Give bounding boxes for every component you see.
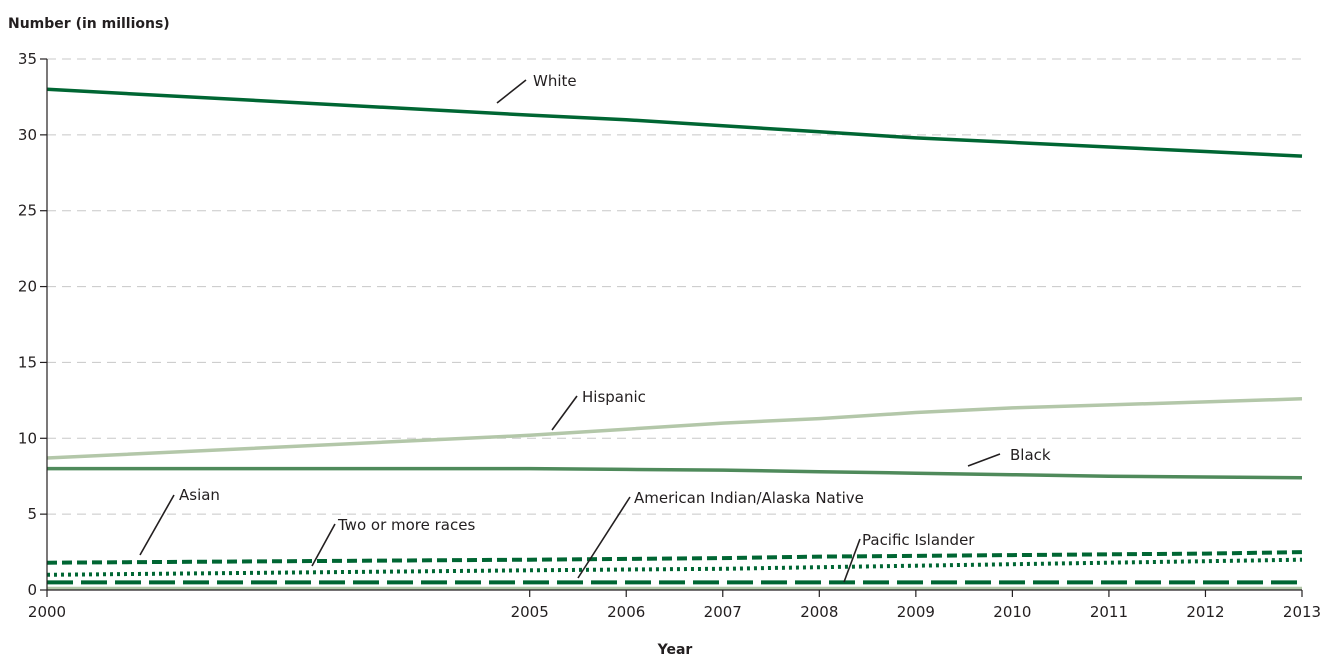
series-labels: White Hispanic Black Asian Two or more races… [139,72,1051,583]
y-tick-label: 10 [18,429,37,447]
series-line-white [46,87,1303,158]
y-tick-label: 30 [18,126,37,144]
leader-line-pacific-islander [843,538,861,583]
y-tick-label: 20 [18,278,37,296]
series-label-white: White [533,72,577,90]
series-line-asian [46,550,1303,565]
series-line-two-or-more-races [46,557,1303,577]
x-tick-label: 2011 [1090,603,1128,621]
series-line-black [47,466,1303,480]
y-tick-label: 25 [18,202,37,220]
leader-line-american-indian-alaska-native [577,496,631,579]
y-tick-label: 15 [18,353,37,371]
series-label-two-or-more-races: Two or more races [337,516,475,534]
x-tick-label: 2012 [1186,603,1224,621]
x-tick-label: 2008 [800,603,838,621]
x-tick-label: 2007 [704,603,742,621]
leader-line-hispanic [551,395,578,431]
series-label-black: Black [1010,446,1051,464]
axes [46,59,1302,591]
x-tick-label: 2005 [511,603,549,621]
series-label-american-indian-alaska-native: American Indian/Alaska Native [634,489,864,507]
leader-line-two-or-more-races [311,523,336,567]
y-ticks: 0 5 10 15 20 25 30 35 [18,50,47,599]
x-ticks: 2000 2005 2006 2007 2008 2009 2010 2011 2012 2013 [28,590,1321,621]
y-tick-label: 35 [18,50,37,68]
y-axis-title: Number (in millions) [8,16,170,32]
x-tick-label: 2000 [28,603,66,621]
y-tick-label: 0 [27,581,37,599]
grid-lines [47,58,1302,515]
series-lines [46,87,1303,591]
series-label-pacific-islander: Pacific Islander [862,531,975,549]
leader-line-black [967,453,1001,467]
series-label-asian: Asian [179,486,220,504]
x-tick-label: 2013 [1283,603,1321,621]
x-tick-label: 2006 [607,603,645,621]
leader-line-white [496,79,527,104]
x-axis-title: Year [657,642,693,658]
series-line-hispanic [46,397,1303,460]
series-label-hispanic: Hispanic [582,388,646,406]
x-tick-label: 2010 [993,603,1031,621]
leader-line-asian [139,494,175,556]
y-tick-label: 5 [27,505,37,523]
x-tick-label: 2009 [897,603,935,621]
